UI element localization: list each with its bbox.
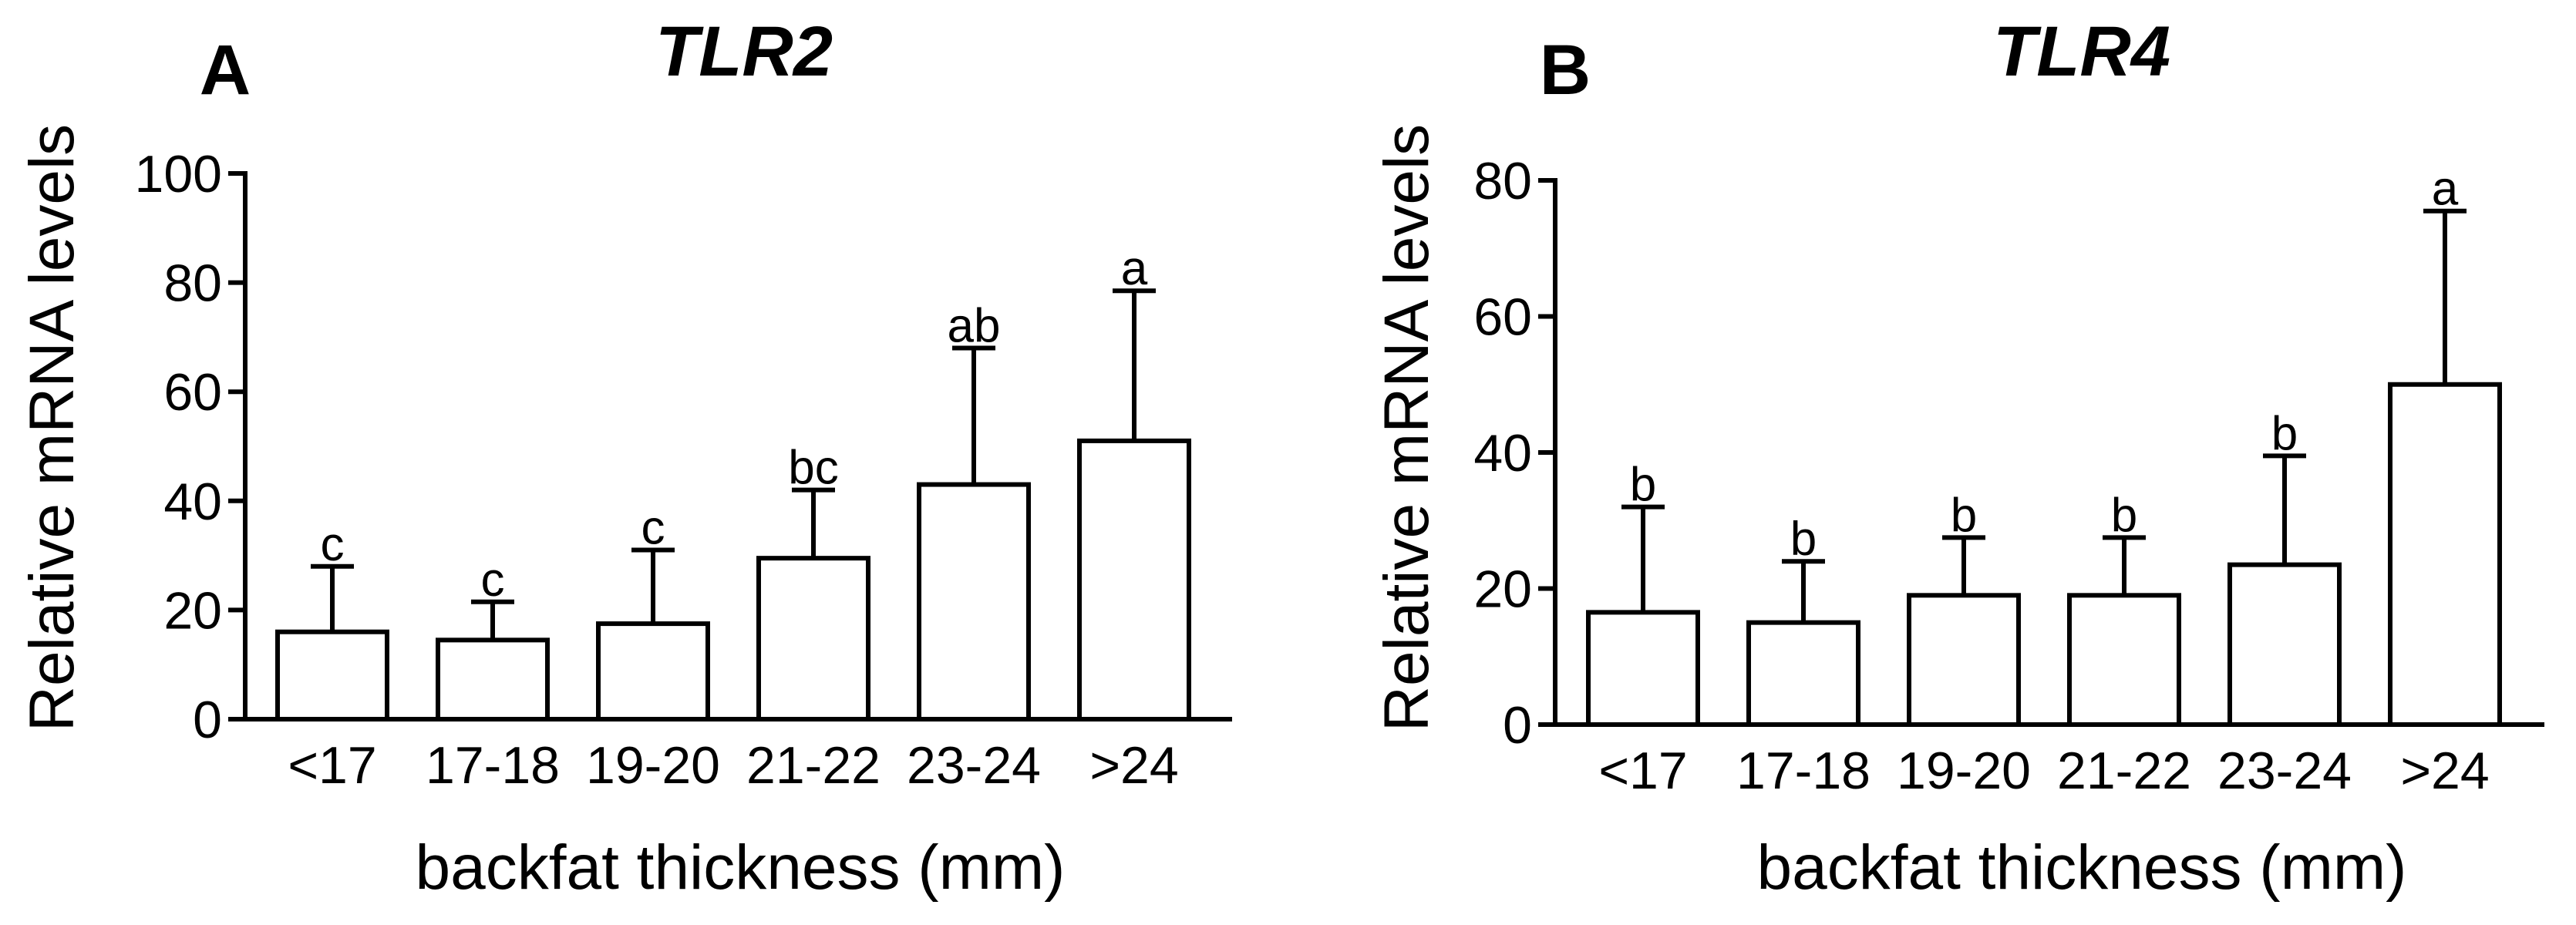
significance-label: b	[2271, 407, 2298, 460]
significance-label: ab	[948, 300, 1001, 353]
y-tick-label: 20	[163, 581, 222, 640]
significance-label: bc	[788, 442, 838, 495]
bar	[917, 482, 1031, 722]
bar	[275, 629, 389, 722]
significance-label: c	[481, 553, 505, 607]
y-tick-label: 60	[163, 363, 222, 422]
significance-label: b	[1630, 459, 1656, 512]
bar	[2067, 593, 2181, 728]
bar	[436, 637, 550, 722]
y-tick-label: 40	[163, 473, 222, 531]
bar	[1746, 620, 1860, 727]
panel-letter: B	[1540, 31, 1591, 109]
x-tick-label: 17-18	[1736, 742, 1871, 800]
chart-title: TLR2	[655, 12, 833, 91]
y-tick-label: 100	[135, 145, 222, 204]
bar	[2388, 382, 2502, 727]
y-tick-label: 0	[1503, 696, 1532, 755]
x-tick-label: 23-24	[2217, 742, 2352, 800]
bar	[1077, 438, 1191, 722]
chart-title: TLR4	[1993, 12, 2170, 91]
x-tick-label: 17-18	[426, 736, 560, 795]
bar	[2227, 562, 2342, 727]
y-tick-label: 0	[193, 691, 222, 749]
significance-label: a	[2432, 163, 2459, 216]
significance-label: b	[1951, 489, 1977, 542]
x-tick-label: 21-22	[2057, 742, 2191, 800]
bar	[756, 556, 870, 722]
y-tick-label: 20	[1473, 560, 1532, 619]
x-tick-label: 19-20	[586, 736, 720, 795]
x-tick-label: 21-22	[746, 736, 881, 795]
x-axis-label: backfat thickness (mm)	[416, 832, 1066, 903]
y-tick-label: 40	[1473, 424, 1532, 483]
significance-label: a	[1121, 242, 1148, 295]
y-tick-label: 80	[163, 254, 222, 313]
x-tick-label: >24	[2400, 742, 2489, 800]
significance-label: c	[641, 502, 665, 555]
bar	[596, 621, 710, 722]
y-axis-label: Relative mRNA levels	[1372, 124, 1442, 732]
x-tick-label: <17	[288, 736, 376, 795]
significance-label: b	[1790, 513, 1817, 566]
x-tick-label: <17	[1598, 742, 1687, 800]
panel-letter: A	[200, 31, 251, 109]
significance-label: c	[321, 518, 345, 571]
y-axis-label: Relative mRNA levels	[17, 124, 87, 732]
x-tick-label: 19-20	[1897, 742, 2031, 800]
bar	[1586, 610, 1700, 728]
y-tick-label: 80	[1473, 152, 1532, 210]
x-axis-label: backfat thickness (mm)	[1757, 832, 2407, 903]
significance-label: b	[2111, 489, 2137, 542]
panel-a: A TLR2 Relative mRNA levels backfat thic…	[17, 12, 1232, 903]
y-tick-label: 60	[1473, 288, 1532, 347]
panel-b: B TLR4 Relative mRNA levels backfat thic…	[1372, 12, 2544, 903]
bar	[1907, 593, 2021, 728]
x-tick-label: 23-24	[907, 736, 1041, 795]
x-tick-label: >24	[1089, 736, 1178, 795]
